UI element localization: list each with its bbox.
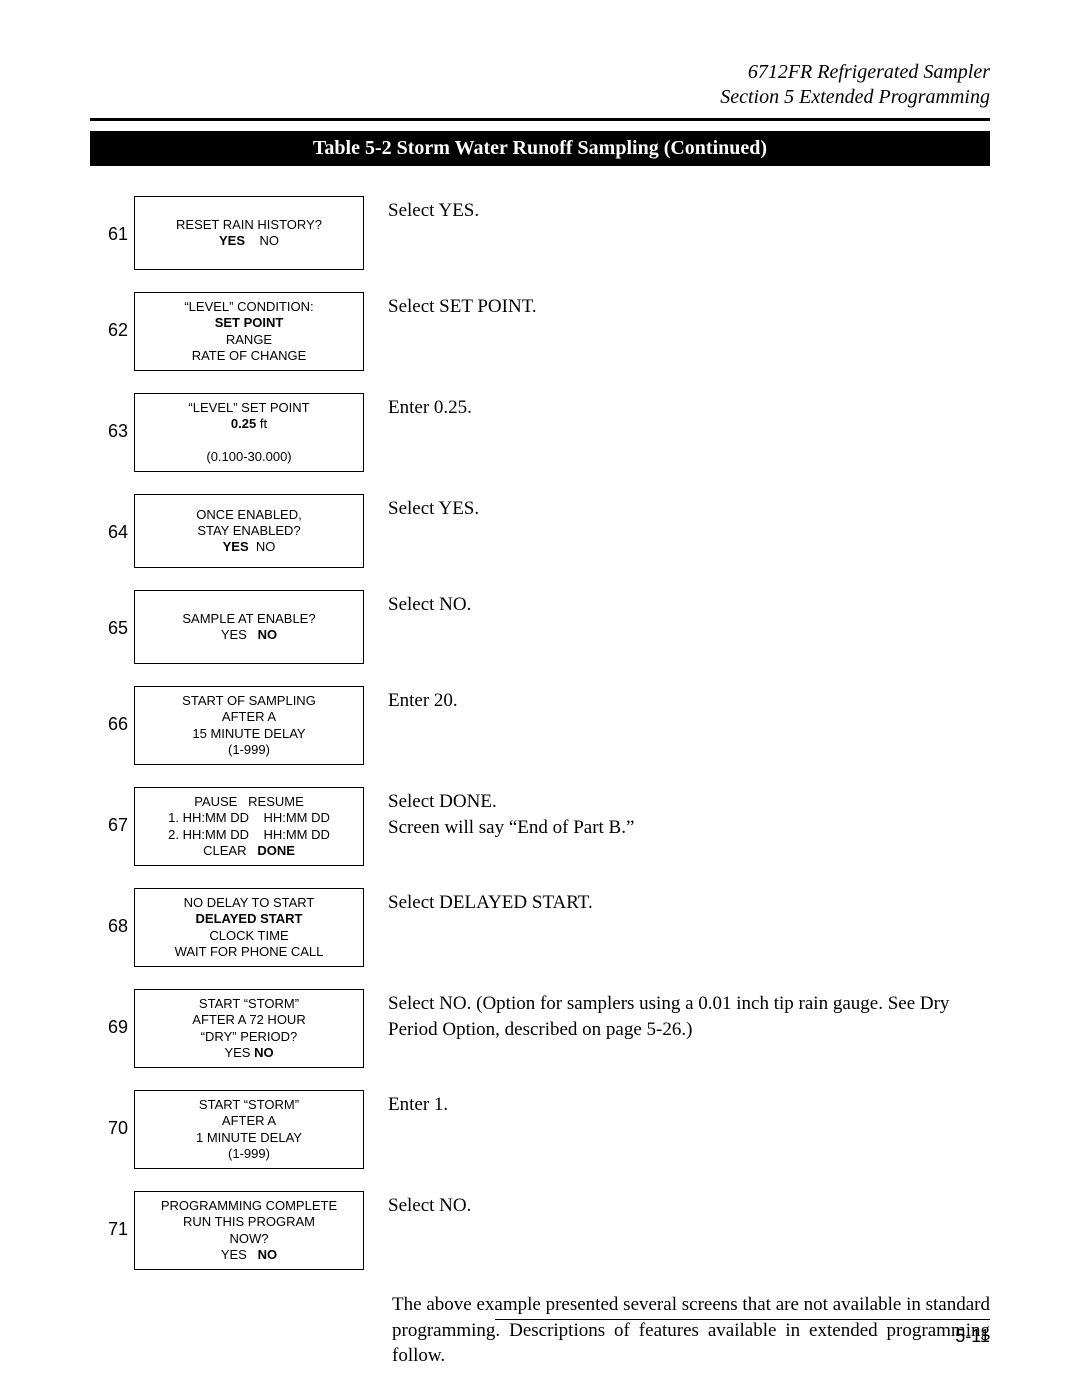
step-number: 64	[90, 494, 134, 543]
step-number: 63	[90, 393, 134, 442]
step-number: 61	[90, 196, 134, 245]
screen-line	[139, 433, 359, 449]
step-number: 69	[90, 989, 134, 1038]
screen-line: RUN THIS PROGRAM	[139, 1214, 359, 1230]
screen-line: START “STORM”	[139, 996, 359, 1012]
screen-box: START “STORM”AFTER A1 MINUTE DELAY(1-999…	[134, 1090, 364, 1169]
screen-line: YES NO	[139, 539, 359, 555]
instruction-text: Enter 0.25.	[364, 393, 990, 421]
header-line-1: 6712FR Refrigerated Sampler	[90, 60, 990, 85]
step-row: 70START “STORM”AFTER A1 MINUTE DELAY(1-9…	[90, 1090, 990, 1169]
screen-line: YES NO	[139, 233, 359, 249]
screen-box: NO DELAY TO STARTDELAYED STARTCLOCK TIME…	[134, 888, 364, 967]
screen-line: RESET RAIN HISTORY?	[139, 217, 359, 233]
page-footer: 5-11	[90, 1319, 990, 1347]
page-number: 5-11	[90, 1326, 990, 1347]
step-row: 65SAMPLE AT ENABLE?YES NOSelect NO.	[90, 590, 990, 664]
step-row: 67PAUSE RESUME1. HH:MM DD HH:MM DD2. HH:…	[90, 787, 990, 866]
step-row: 64ONCE ENABLED,STAY ENABLED?YES NOSelect…	[90, 494, 990, 568]
screen-line: (1-999)	[139, 742, 359, 758]
screen-box: SAMPLE AT ENABLE?YES NO	[134, 590, 364, 664]
screen-line: STAY ENABLED?	[139, 523, 359, 539]
step-number: 65	[90, 590, 134, 639]
page: 6712FR Refrigerated Sampler Section 5 Ex…	[0, 0, 1080, 1397]
instruction-text: Select NO.	[364, 1191, 990, 1219]
page-header: 6712FR Refrigerated Sampler Section 5 Ex…	[90, 60, 990, 110]
screen-line: CLEAR DONE	[139, 843, 359, 859]
screen-line: START OF SAMPLING	[139, 693, 359, 709]
instruction-text: Select NO. (Option for samplers using a …	[364, 989, 990, 1042]
step-row: 68NO DELAY TO STARTDELAYED STARTCLOCK TI…	[90, 888, 990, 967]
screen-line: 1. HH:MM DD HH:MM DD	[139, 810, 359, 826]
screen-line: 0.25 ft	[139, 416, 359, 432]
screen-line: SET POINT	[139, 315, 359, 331]
screen-line: CLOCK TIME	[139, 928, 359, 944]
instruction-text: Enter 20.	[364, 686, 990, 714]
table-title-bar: Table 5-2 Storm Water Runoff Sampling (C…	[90, 131, 990, 166]
footer-rule	[495, 1319, 990, 1320]
header-rule	[90, 118, 990, 121]
screen-line: AFTER A	[139, 1113, 359, 1129]
step-number: 66	[90, 686, 134, 735]
screen-line: YES NO	[139, 627, 359, 643]
step-number: 70	[90, 1090, 134, 1139]
screen-line: 15 MINUTE DELAY	[139, 726, 359, 742]
screen-line: “LEVEL” CONDITION:	[139, 299, 359, 315]
steps-list: 61RESET RAIN HISTORY?YES NOSelect YES.62…	[90, 196, 990, 1270]
screen-box: “LEVEL” SET POINT0.25 ft (0.100-30.000)	[134, 393, 364, 472]
screen-line: 2. HH:MM DD HH:MM DD	[139, 827, 359, 843]
step-row: 63“LEVEL” SET POINT0.25 ft (0.100-30.000…	[90, 393, 990, 472]
screen-line: “LEVEL” SET POINT	[139, 400, 359, 416]
screen-line: YES NO	[139, 1247, 359, 1263]
step-number: 71	[90, 1191, 134, 1240]
step-row: 69START “STORM”AFTER A 72 HOUR“DRY” PERI…	[90, 989, 990, 1068]
step-row: 66START OF SAMPLINGAFTER A15 MINUTE DELA…	[90, 686, 990, 765]
screen-box: ONCE ENABLED,STAY ENABLED?YES NO	[134, 494, 364, 568]
screen-box: PAUSE RESUME1. HH:MM DD HH:MM DD2. HH:MM…	[134, 787, 364, 866]
screen-line: AFTER A	[139, 709, 359, 725]
screen-box: “LEVEL” CONDITION:SET POINTRANGERATE OF …	[134, 292, 364, 371]
screen-box: START OF SAMPLINGAFTER A15 MINUTE DELAY(…	[134, 686, 364, 765]
screen-line: WAIT FOR PHONE CALL	[139, 944, 359, 960]
screen-line: PAUSE RESUME	[139, 794, 359, 810]
screen-line: 1 MINUTE DELAY	[139, 1130, 359, 1146]
step-number: 62	[90, 292, 134, 341]
screen-line: YES NO	[139, 1045, 359, 1061]
screen-line: NO DELAY TO START	[139, 895, 359, 911]
step-row: 62“LEVEL” CONDITION:SET POINTRANGERATE O…	[90, 292, 990, 371]
screen-line: NOW?	[139, 1231, 359, 1247]
screen-box: START “STORM”AFTER A 72 HOUR“DRY” PERIOD…	[134, 989, 364, 1068]
screen-line: AFTER A 72 HOUR	[139, 1012, 359, 1028]
screen-box: PROGRAMMING COMPLETERUN THIS PROGRAMNOW?…	[134, 1191, 364, 1270]
step-row: 61RESET RAIN HISTORY?YES NOSelect YES.	[90, 196, 990, 270]
screen-line: (1-999)	[139, 1146, 359, 1162]
step-number: 67	[90, 787, 134, 836]
instruction-text: Select NO.	[364, 590, 990, 618]
instruction-text: Select DELAYED START.	[364, 888, 990, 916]
screen-line: PROGRAMMING COMPLETE	[139, 1198, 359, 1214]
screen-box: RESET RAIN HISTORY?YES NO	[134, 196, 364, 270]
instruction-text: Select SET POINT.	[364, 292, 990, 320]
step-row: 71PROGRAMMING COMPLETERUN THIS PROGRAMNO…	[90, 1191, 990, 1270]
instruction-text: Select YES.	[364, 196, 990, 224]
screen-line: “DRY” PERIOD?	[139, 1029, 359, 1045]
screen-line: (0.100-30.000)	[139, 449, 359, 465]
header-line-2: Section 5 Extended Programming	[90, 85, 990, 110]
screen-line: SAMPLE AT ENABLE?	[139, 611, 359, 627]
screen-line: DELAYED START	[139, 911, 359, 927]
instruction-text: Select DONE.Screen will say “End of Part…	[364, 787, 990, 840]
step-number: 68	[90, 888, 134, 937]
screen-line: ONCE ENABLED,	[139, 507, 359, 523]
screen-line: RATE OF CHANGE	[139, 348, 359, 364]
instruction-text: Select YES.	[364, 494, 990, 522]
screen-line: RANGE	[139, 332, 359, 348]
screen-line: START “STORM”	[139, 1097, 359, 1113]
instruction-text: Enter 1.	[364, 1090, 990, 1118]
